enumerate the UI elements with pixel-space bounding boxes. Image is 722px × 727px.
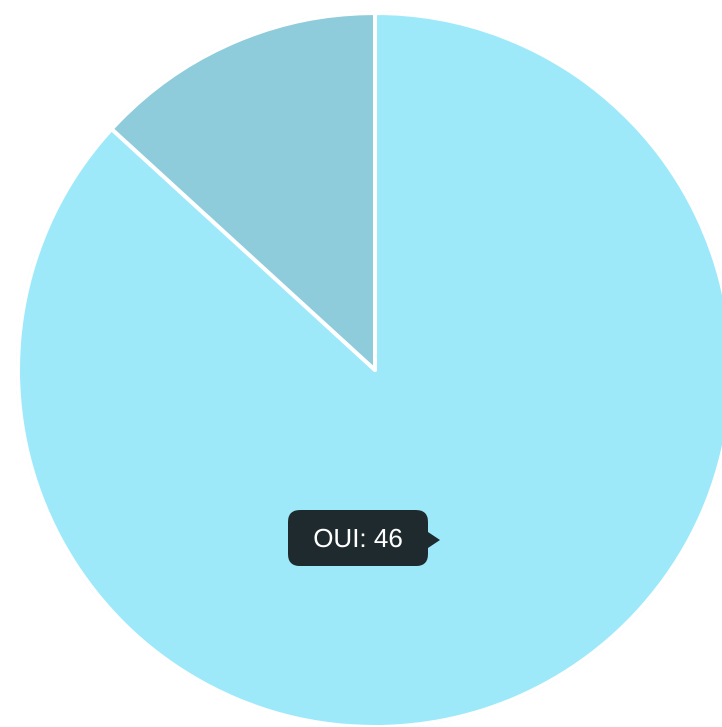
- tooltip-category: OUI: [313, 523, 359, 553]
- pie-slice[interactable]: [109, 11, 377, 372]
- pie: [16, 11, 722, 727]
- tooltip-box: [288, 510, 440, 566]
- tooltip: OUI: 46: [288, 510, 440, 566]
- pie-slice[interactable]: [16, 11, 722, 727]
- tooltip-value: 46: [374, 523, 403, 553]
- tooltip-text: OUI: 46: [313, 523, 403, 553]
